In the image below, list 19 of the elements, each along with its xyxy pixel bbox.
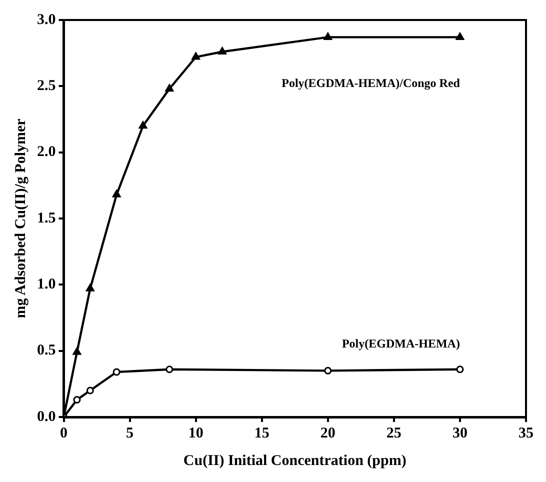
x-axis-title: Cu(II) Initial Concentration (ppm) <box>183 452 406 469</box>
y-tick-label: 1.5 <box>37 210 56 226</box>
x-tick-label: 5 <box>126 425 134 442</box>
x-tick-label: 0 <box>60 425 68 442</box>
y-tick-label: 2.5 <box>37 78 56 94</box>
y-tick-label: 0.0 <box>37 408 56 425</box>
x-tick-label: 20 <box>320 425 336 442</box>
y-axis-title: mg Adsorbed Cu(II)/g Polymer <box>12 118 29 318</box>
x-tick-label: 35 <box>518 425 534 442</box>
y-tick-label: 0.5 <box>37 342 56 359</box>
text: Poly(EGDMA-HEMA)/Congo Red <box>282 76 460 90</box>
y-tick-label: 3.0 <box>37 12 56 28</box>
x-tick-label: 15 <box>254 425 270 442</box>
x-tick-label: 10 <box>188 425 204 442</box>
x-tick-label: 30 <box>452 425 468 442</box>
y-tick-label: 1.0 <box>37 276 56 293</box>
series-label: Poly(EGDMA-HEMA) <box>342 336 460 350</box>
y-tick-label: 2.0 <box>37 144 56 160</box>
x-tick-label: 25 <box>386 425 402 442</box>
